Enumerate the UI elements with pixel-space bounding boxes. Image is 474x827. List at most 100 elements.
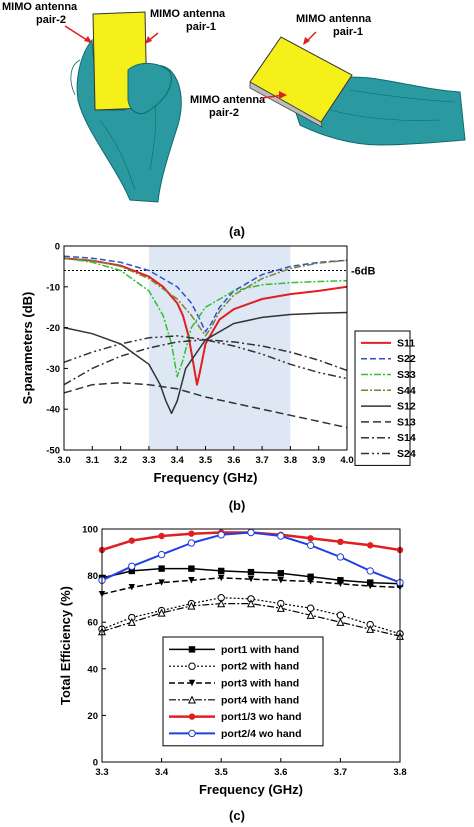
data-point [188, 565, 195, 572]
x-tick-label: 3.0 [57, 455, 70, 466]
data-point [337, 538, 344, 546]
annotation-right-pair2: MIMO antenna pair-2 [190, 94, 268, 119]
y-tick-label: 0 [55, 242, 60, 253]
x-tick-label: 3.9 [312, 455, 325, 466]
data-point [337, 577, 344, 584]
y-tick-label: -50 [46, 446, 60, 457]
legend-label-s44: S44 [397, 385, 416, 397]
x-tick-label: 3.8 [393, 767, 406, 778]
data-point [336, 617, 345, 626]
legend-marker [188, 679, 196, 687]
x-tick-label: 3.8 [284, 455, 297, 466]
series-line-s44 [63, 257, 348, 337]
annotation-right-pair1: MIMO antenna pair-1 [296, 13, 374, 38]
legend-label-port1-3-wo-hand: port1/3 wo hand [221, 711, 302, 723]
y-tick-label: -40 [46, 405, 60, 416]
chart-c-legend: port1 with hand port2 with hand port3 with… [162, 636, 324, 747]
chart-b: -6dB 3.0 3.1 3.2 3.3 3.4 3.5 3.6 3.7 3.8 3.9 4.0 0… [20, 242, 416, 514]
series-line-s12 [63, 311, 348, 415]
panel-a: MIMO antenna pair-2 MIMO antenna pair-1 … [2, 1, 466, 239]
legend-label-s12: S12 [397, 401, 416, 413]
y-tick-label: -20 [46, 323, 60, 334]
data-point [247, 575, 255, 583]
x-tick-label: 3.3 [95, 767, 108, 778]
annotation-left-pair2: MIMO antenna pair-2 [2, 1, 80, 26]
data-point [127, 617, 136, 626]
data-point [277, 532, 285, 540]
data-point [158, 579, 165, 586]
data-point [366, 567, 374, 575]
data-point [158, 532, 165, 540]
x-tick-label: 3.2 [114, 455, 127, 466]
series-s14 [63, 339, 348, 386]
series-line-s11 [63, 257, 348, 386]
data-point [307, 573, 314, 580]
series-s44 [63, 257, 348, 337]
legend-label-port1-with-hand: port1 with hand [221, 644, 299, 656]
data-point [217, 599, 226, 608]
annotation-left-pair1: MIMO antenna pair-1 [150, 8, 228, 33]
y-tick-label: -30 [46, 364, 60, 375]
y-tick-label: 80 [87, 571, 98, 582]
series-port3-with-hand [98, 574, 404, 598]
x-tick-label: 3.4 [155, 767, 169, 778]
series-s11 [63, 257, 348, 386]
data-point [306, 541, 315, 550]
data-point [128, 584, 135, 591]
chart-b-shaded-band [148, 246, 291, 450]
x-tick-label: 3.6 [274, 767, 287, 778]
legend-label-s22: S22 [397, 353, 416, 365]
data-point [128, 537, 135, 544]
x-tick-label: 3.1 [86, 455, 100, 466]
legend-label-port4-with-hand: port4 with hand [221, 694, 299, 706]
x-tick-label: 3.5 [215, 767, 229, 778]
legend-label-s14: S14 [397, 432, 416, 444]
chart-c-x-axis-label: Frequency (GHz) [199, 782, 303, 797]
y-tick-label: 20 [87, 711, 98, 722]
series-line-s24 [63, 335, 348, 380]
data-point [277, 570, 284, 577]
series-s12 [63, 311, 348, 415]
y-tick-label: 100 [82, 525, 98, 536]
data-point [187, 601, 196, 610]
legend-label-s13: S13 [397, 416, 416, 428]
data-point [158, 565, 165, 572]
data-point [187, 539, 196, 547]
data-point [218, 574, 225, 582]
series-line-port4-with-hand [101, 602, 401, 637]
data-point [306, 604, 315, 612]
data-point [217, 531, 225, 539]
x-tick-label: 3.6 [227, 455, 240, 466]
x-tick-label: 3.3 [142, 455, 155, 466]
series-line-port3-with-hand [101, 577, 401, 595]
panel-a-label: (a) [229, 224, 245, 239]
data-point [366, 624, 375, 633]
legend-frame [162, 636, 324, 747]
legend-label-s11: S11 [397, 337, 415, 349]
series-s22 [63, 255, 348, 333]
legend-marker [188, 713, 196, 720]
data-point [188, 577, 195, 584]
legend-label-port3-with-hand: port3 with hand [221, 678, 299, 690]
legend-frame [354, 330, 411, 466]
series-s33 [63, 257, 348, 378]
legend-label-s33: S33 [397, 369, 416, 381]
x-tick-label: 3.7 [334, 767, 347, 778]
chart-c-panel-label: (c) [229, 808, 245, 823]
data-point [247, 568, 255, 576]
data-point [247, 528, 255, 537]
left-hand-illustration [70, 11, 182, 203]
legend-marker [187, 695, 197, 704]
data-point [336, 553, 345, 561]
chart-c: 3.3 3.4 3.5 3.6 3.7 3.8 0 20 40 60 80 100 Frequenc… [58, 525, 407, 824]
x-tick-label: 3.7 [255, 455, 268, 466]
legend-label-s24: S24 [397, 448, 416, 460]
chart-b-x-axis-label: Frequency (GHz) [153, 470, 257, 485]
series-line-s22 [63, 255, 348, 333]
y-tick-label: 0 [93, 758, 98, 769]
series-line-s13 [63, 381, 348, 429]
legend-marker [188, 729, 196, 738]
chart-b-reference-label: -6dB [351, 265, 376, 277]
chart-c-y-axis-label: Total Efficiency (%) [58, 586, 73, 705]
series-port4-with-hand [97, 599, 405, 640]
